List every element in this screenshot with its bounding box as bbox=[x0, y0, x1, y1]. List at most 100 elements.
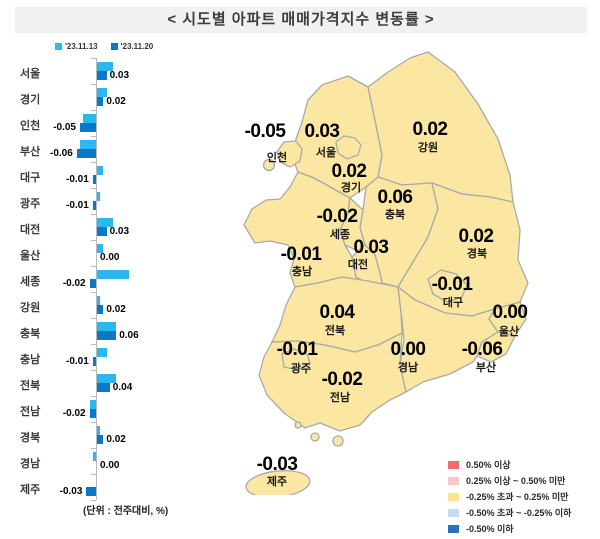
bar-chart-legend: '23.11.13 '23.11.20 bbox=[55, 42, 153, 51]
map-region-gwangju bbox=[281, 348, 311, 371]
axis-tick bbox=[91, 162, 96, 163]
bar-2023-11-20 bbox=[86, 487, 96, 496]
bar-2023-11-20 bbox=[76, 149, 96, 158]
map-region-label: 전북 bbox=[324, 325, 346, 337]
map-island-2 bbox=[332, 435, 344, 447]
bar-2023-11-13 bbox=[97, 244, 104, 253]
map-value-label: -0.02 bbox=[321, 369, 363, 390]
legend-label: '23.11.13 bbox=[65, 42, 98, 51]
bar-row: 대구 -0.01 bbox=[20, 162, 208, 188]
bar-row: 충북 0.06 bbox=[20, 318, 208, 344]
map-value-label: -0.02 bbox=[316, 206, 358, 227]
map-value-label: 0.06 bbox=[377, 187, 413, 208]
map-region-label: 부산 bbox=[475, 362, 497, 374]
bar-row: 대전 0.03 bbox=[20, 214, 208, 240]
bar-category-label: 경남 bbox=[20, 458, 41, 470]
bar-category-label: 광주 bbox=[20, 198, 41, 210]
bar-row: 전북 0.04 bbox=[20, 370, 208, 396]
bar-2023-11-13 bbox=[97, 88, 107, 97]
bar-row: 울산 0.00 bbox=[20, 240, 208, 266]
map-region-label: 광주 bbox=[290, 363, 312, 375]
map-region-label: 경기 bbox=[340, 182, 362, 194]
legend-swatch bbox=[110, 43, 118, 50]
bar-2023-11-20 bbox=[80, 123, 96, 132]
map-region-label: 제주 bbox=[266, 476, 288, 488]
bar-chart: '23.11.13 '23.11.20 서울 0.03 경기 0.02 인천 -0.05 부산… bbox=[15, 38, 211, 528]
bar-value-label: -0.01 bbox=[66, 174, 89, 185]
bar-category-label: 인천 bbox=[20, 120, 41, 132]
bar-2023-11-20 bbox=[97, 97, 104, 106]
map-incheon-island bbox=[262, 158, 276, 172]
legend-item: -0.50% 초과 ~ -0.25% 이하 bbox=[448, 506, 571, 519]
legend-label: -0.50% 초과 ~ -0.25% 이하 bbox=[466, 508, 572, 518]
map-region-label: 대구 bbox=[442, 297, 464, 309]
map-region-label: 충남 bbox=[291, 266, 313, 278]
map-labels-layer: -0.05 인천 0.03 서울 0.02 경기 0.02 강원 0.06 충북 -0.02 세종 0.… bbox=[210, 45, 590, 495]
bar-2023-11-13 bbox=[97, 374, 117, 383]
bar-category-label: 부산 bbox=[20, 146, 41, 158]
bar-2023-11-20 bbox=[92, 175, 96, 184]
bar-category-label: 경북 bbox=[20, 432, 41, 444]
bar-2023-11-20 bbox=[97, 383, 110, 392]
bar-value-label: -0.02 bbox=[62, 408, 86, 419]
map-region-seoul bbox=[335, 135, 362, 160]
bar-2023-11-13 bbox=[97, 218, 113, 227]
legend-item: -0.50% 이하 bbox=[448, 522, 571, 535]
axis-tick bbox=[91, 422, 96, 423]
legend-label: 0.25% 이상 ~ 0.50% 미만 bbox=[466, 476, 566, 486]
axis-tick bbox=[91, 396, 96, 397]
bar-row: 경북 0.02 bbox=[20, 422, 208, 448]
legend-swatch bbox=[55, 43, 62, 50]
bar-category-label: 울산 bbox=[20, 250, 41, 262]
map-value-label: -0.06 bbox=[461, 339, 503, 360]
map-region-label: 울산 bbox=[498, 326, 520, 338]
bar-2023-11-13 bbox=[97, 322, 117, 331]
legend-item: 0.25% 이상 ~ 0.50% 미만 bbox=[448, 474, 571, 487]
bar-value-label: -0.03 bbox=[59, 486, 83, 497]
bar-row: 인천 -0.05 bbox=[20, 110, 208, 136]
axis-tick bbox=[91, 370, 96, 371]
map-region-label: 충북 bbox=[384, 209, 406, 221]
map-value-label: 0.02 bbox=[331, 161, 367, 182]
bar-value-label: 0.02 bbox=[106, 96, 126, 107]
bar-2023-11-20 bbox=[89, 279, 96, 288]
map-region-label: 전남 bbox=[329, 392, 351, 404]
axis-tick bbox=[91, 214, 96, 215]
bar-category-label: 서울 bbox=[20, 68, 41, 80]
bar-2023-11-20 bbox=[92, 357, 96, 366]
bar-value-label: -0.05 bbox=[53, 122, 76, 133]
bar-category-label: 충남 bbox=[20, 354, 41, 366]
bar-category-label: 강원 bbox=[20, 302, 41, 314]
bar-value-label: -0.01 bbox=[66, 356, 89, 367]
axis-tick bbox=[91, 474, 96, 475]
axis-tick bbox=[91, 318, 96, 319]
legend-swatch bbox=[448, 508, 459, 517]
title-band: < 시도별 아파트 매매가격지수 변동률 > bbox=[15, 7, 587, 33]
bar-category-label: 충북 bbox=[20, 328, 41, 340]
bar-category-label: 경기 bbox=[20, 94, 41, 106]
map-legend: 0.50% 이상 0.25% 이상 ~ 0.50% 미만 -0.25% 초과 ~ 0… bbox=[448, 458, 571, 535]
map-region-jeju bbox=[245, 469, 311, 495]
bar-value-label: 0.02 bbox=[106, 304, 126, 315]
korea-map bbox=[243, 51, 529, 495]
legend-swatch bbox=[448, 460, 459, 469]
map-value-label: -0.05 bbox=[244, 121, 286, 142]
bar-2023-11-13 bbox=[92, 452, 96, 461]
legend-label: -0.25% 초과 ~ 0.25% 미만 bbox=[466, 492, 569, 502]
bar-category-label: 대구 bbox=[20, 172, 41, 184]
bar-category-label: 대전 bbox=[20, 224, 41, 236]
legend-swatch bbox=[448, 524, 459, 533]
legend-label: -0.50% 이하 bbox=[466, 524, 514, 534]
legend-swatch bbox=[448, 476, 459, 485]
bar-category-label: 전남 bbox=[20, 406, 41, 418]
axis-tick bbox=[91, 136, 96, 137]
bar-value-label: 0.04 bbox=[112, 382, 133, 393]
bar-2023-11-13 bbox=[97, 270, 129, 279]
map-island-1 bbox=[310, 432, 320, 442]
map-region-label: 경남 bbox=[397, 362, 419, 374]
legend-item: -0.25% 초과 ~ 0.25% 미만 bbox=[448, 490, 571, 503]
bar-2023-11-20 bbox=[89, 409, 96, 418]
bar-2023-11-20 bbox=[97, 227, 107, 236]
bar-value-label: -0.06 bbox=[50, 148, 73, 159]
map-value-label: -0.03 bbox=[256, 454, 298, 475]
